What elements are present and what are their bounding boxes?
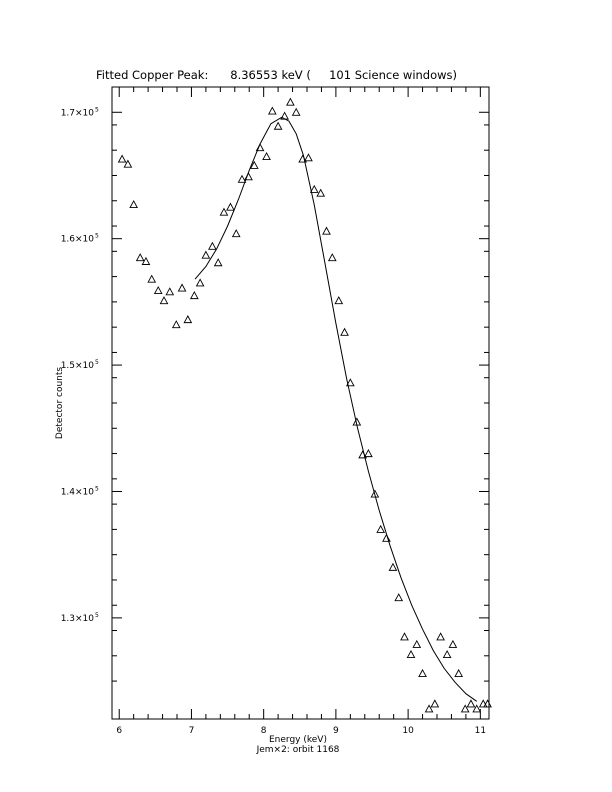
y-tick-exponent: 5 — [95, 106, 99, 113]
data-point — [123, 159, 133, 168]
y-axis: 1.3×10 51.4×10 51.5×10 51.6×10 51.7×10 5 — [61, 106, 489, 682]
data-point — [442, 649, 452, 659]
data-point — [382, 533, 391, 542]
x-tick-label: 8 — [261, 726, 267, 736]
y-tick-exponent: 5 — [95, 233, 99, 240]
y-tick-exponent: 5 — [95, 485, 99, 492]
y-tick-exponent: 5 — [95, 359, 99, 366]
data-point — [117, 154, 127, 163]
y-tick-exponent: 5 — [95, 612, 99, 619]
data-point — [129, 200, 139, 209]
plot-frame — [111, 86, 490, 720]
x-axis: 6 7 8 9 10 11 — [116, 87, 486, 736]
data-point — [267, 106, 277, 115]
y-tick-label: 1.6×10 — [61, 235, 95, 245]
data-point — [483, 699, 492, 708]
data-point — [165, 287, 175, 296]
data-point — [376, 524, 386, 533]
data-point — [430, 699, 440, 708]
data-point — [478, 699, 488, 708]
data-point — [280, 111, 289, 120]
y-tick-label: 1.5×10 — [61, 361, 95, 371]
data-point — [388, 562, 398, 571]
fit-curve — [194, 116, 477, 702]
data-point — [340, 327, 349, 336]
chart-title: Fitted Copper Peak: 8.36553 keV ( 101 Sc… — [96, 68, 457, 82]
data-point — [147, 274, 157, 283]
data-point — [135, 253, 145, 262]
data-point — [273, 121, 283, 130]
data-points — [117, 97, 492, 713]
data-point — [201, 250, 211, 259]
data-point — [406, 649, 416, 659]
x-tick-label: 11 — [475, 726, 486, 736]
data-point — [436, 632, 445, 641]
data-point — [466, 699, 476, 708]
data-point — [327, 253, 337, 262]
data-point — [195, 278, 205, 287]
data-point — [189, 291, 199, 300]
data-point — [249, 160, 259, 169]
data-point — [183, 315, 193, 324]
x-tick-label: 6 — [116, 726, 122, 736]
data-point — [219, 207, 229, 216]
data-point — [394, 593, 404, 602]
data-point — [418, 668, 427, 678]
data-point — [226, 202, 235, 211]
data-point — [316, 188, 326, 197]
data-point — [424, 704, 434, 713]
data-point — [237, 174, 247, 183]
y-tick-label: 1.7×10 — [61, 108, 95, 118]
data-point — [304, 153, 313, 162]
data-point — [208, 241, 217, 250]
data-point — [309, 184, 319, 193]
x-tick-label: 10 — [402, 726, 414, 736]
data-point — [322, 226, 331, 235]
data-point — [213, 258, 223, 267]
x-tick-label: 9 — [333, 726, 339, 736]
data-point — [412, 639, 422, 648]
data-point — [400, 632, 409, 641]
y-tick-label: 1.3×10 — [61, 614, 95, 624]
data-point — [345, 378, 355, 387]
x-axis-label: Energy (keV) — [269, 735, 327, 745]
data-point — [291, 107, 301, 116]
data-point — [231, 229, 241, 238]
data-point — [472, 704, 482, 713]
data-point — [334, 296, 344, 305]
y-tick-label: 1.4×10 — [61, 487, 95, 497]
data-point — [454, 668, 464, 678]
footer-label: Jem×2: orbit 1168 — [256, 745, 340, 755]
data-point — [159, 296, 169, 305]
data-point — [141, 256, 151, 265]
data-point — [171, 320, 181, 329]
data-point — [370, 489, 380, 498]
data-point — [448, 639, 458, 648]
data-point — [153, 285, 163, 295]
data-point — [364, 449, 373, 458]
y-axis-label: Detector counts — [55, 367, 65, 439]
data-point — [460, 704, 470, 713]
data-point — [177, 283, 187, 292]
data-point — [262, 151, 271, 161]
data-point — [286, 97, 295, 106]
x-tick-label: 7 — [189, 726, 195, 736]
